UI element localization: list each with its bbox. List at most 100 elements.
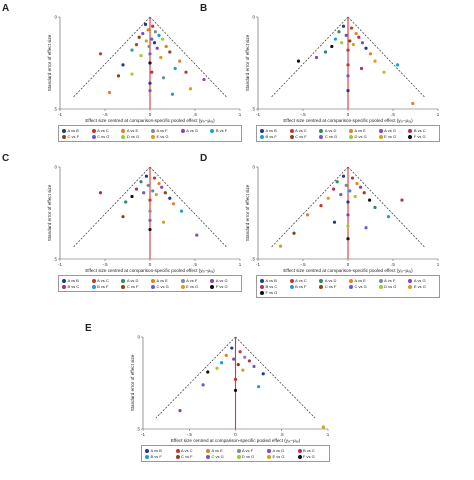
x-tick-label: -1 (256, 112, 260, 117)
legend-item: A vs G (210, 278, 238, 283)
legend-label: A vs G (272, 448, 285, 453)
legend-item: A vs B (62, 278, 90, 283)
x-tick-label: -1 (58, 112, 62, 117)
legend-marker-icon (150, 134, 155, 139)
data-point (247, 359, 251, 363)
legend-label: A vs C (97, 278, 109, 283)
legend-label: A vs D (324, 278, 337, 283)
panel-a: A -1 -.5 0.5 1 0.5 Effect size centred at comp… (2, 3, 252, 143)
data-point (233, 377, 238, 381)
legend-label: A vs C (97, 128, 109, 133)
x-tick-label: .5 (280, 432, 284, 437)
data-point (151, 24, 155, 28)
legend-marker-icon (206, 454, 210, 459)
x-tick-label: 1 (437, 112, 440, 117)
data-point (400, 198, 404, 202)
x-tick-label: 0 (347, 262, 350, 267)
x-axis-label: Effect size centred at comparison-specif… (85, 118, 215, 123)
legend-marker-icon (175, 448, 180, 453)
data-point (305, 213, 310, 217)
data-point (341, 174, 346, 178)
data-point (148, 61, 152, 65)
legend-marker-icon (236, 448, 241, 453)
data-point (257, 385, 261, 389)
legend-marker-icon (289, 128, 294, 133)
legend: A vs B A vs C A vs D A vs E A vs G B vs C B vs… (256, 125, 440, 142)
legend-item: A vs F (150, 128, 179, 133)
legend-item: C vs F (62, 134, 90, 139)
x-tick-label: -1 (256, 262, 260, 267)
legend-item: C vs F (175, 454, 205, 459)
legend-item: A vs E (121, 128, 149, 133)
legend-item: A vs D (319, 128, 347, 133)
legend-label: A vs E (126, 128, 139, 133)
legend-item: C vs F (121, 284, 149, 289)
data-point (215, 366, 219, 370)
data-point (130, 48, 134, 52)
data-point (98, 191, 103, 195)
x-tick-label: 0 (234, 432, 237, 437)
y-tick-label: .5 (251, 257, 255, 262)
x-tick-label: 1 (239, 112, 242, 117)
data-point (362, 191, 366, 195)
data-point (153, 30, 157, 34)
x-tick-label: .5 (391, 262, 395, 267)
funnel-left-limit (72, 166, 151, 249)
funnel-right-limit (235, 336, 316, 419)
legend-label: F vs G (303, 454, 315, 459)
data-point (142, 191, 146, 195)
data-point (201, 383, 205, 387)
legend-marker-icon (180, 128, 185, 133)
data-point (121, 63, 125, 67)
data-point (340, 41, 344, 45)
legend-label: C vs F (67, 134, 80, 139)
legend-marker-icon (319, 134, 324, 139)
legend-item: A vs B (260, 278, 288, 283)
funnel-left-limit (270, 16, 349, 99)
legend-marker-icon (260, 128, 264, 133)
y-axis-label: Standard error of effect size (245, 34, 250, 91)
y-tick-label: 0 (252, 165, 255, 170)
legend-item: D vs G (236, 454, 266, 459)
panel-b: B -1 -.5 0.5 1 0.5 Effect size centred at comp… (200, 3, 450, 143)
legend-label: A vs E (156, 278, 168, 283)
legend-item: A vs B (145, 448, 174, 453)
data-point (170, 92, 175, 96)
legend-label: C vs G (211, 454, 224, 459)
y-axis-label: Standard error of effect size (245, 184, 250, 241)
data-point (164, 44, 168, 49)
legend-item: A vs F (378, 278, 407, 283)
data-point (344, 33, 348, 37)
legend-item: D vs G (121, 134, 149, 139)
y-tick-label: .5 (53, 107, 57, 112)
x-tick-label: .5 (391, 112, 395, 117)
legend-marker-icon (210, 284, 215, 289)
legend-label: C vs G (354, 284, 367, 289)
legend-label: B vs C (413, 128, 426, 133)
y-tick-label: .5 (136, 427, 140, 432)
data-point (373, 205, 377, 210)
funnel-left-limit (270, 166, 349, 249)
x-tick-label: .5 (193, 262, 197, 267)
panel-label: B (200, 3, 208, 14)
legend-item: A vs E (348, 128, 377, 133)
legend-label: D vs G (384, 284, 397, 289)
data-point (124, 200, 128, 204)
legend-marker-icon (319, 278, 324, 283)
x-tick-label: -.5 (102, 112, 108, 117)
legend-marker-icon (121, 128, 126, 133)
legend-label: D vs G (354, 134, 367, 139)
legend-label: D vs G (126, 134, 140, 139)
data-point (335, 180, 339, 184)
data-point (348, 39, 352, 43)
data-point (238, 350, 242, 354)
legend-item: C vs G (150, 284, 179, 289)
legend-marker-icon (408, 128, 413, 133)
data-point (232, 357, 236, 361)
legend-item: E vs G (408, 284, 436, 289)
data-point (107, 90, 112, 95)
data-point (368, 198, 372, 202)
x-tick-label: -1 (141, 432, 145, 437)
data-point (346, 213, 350, 217)
